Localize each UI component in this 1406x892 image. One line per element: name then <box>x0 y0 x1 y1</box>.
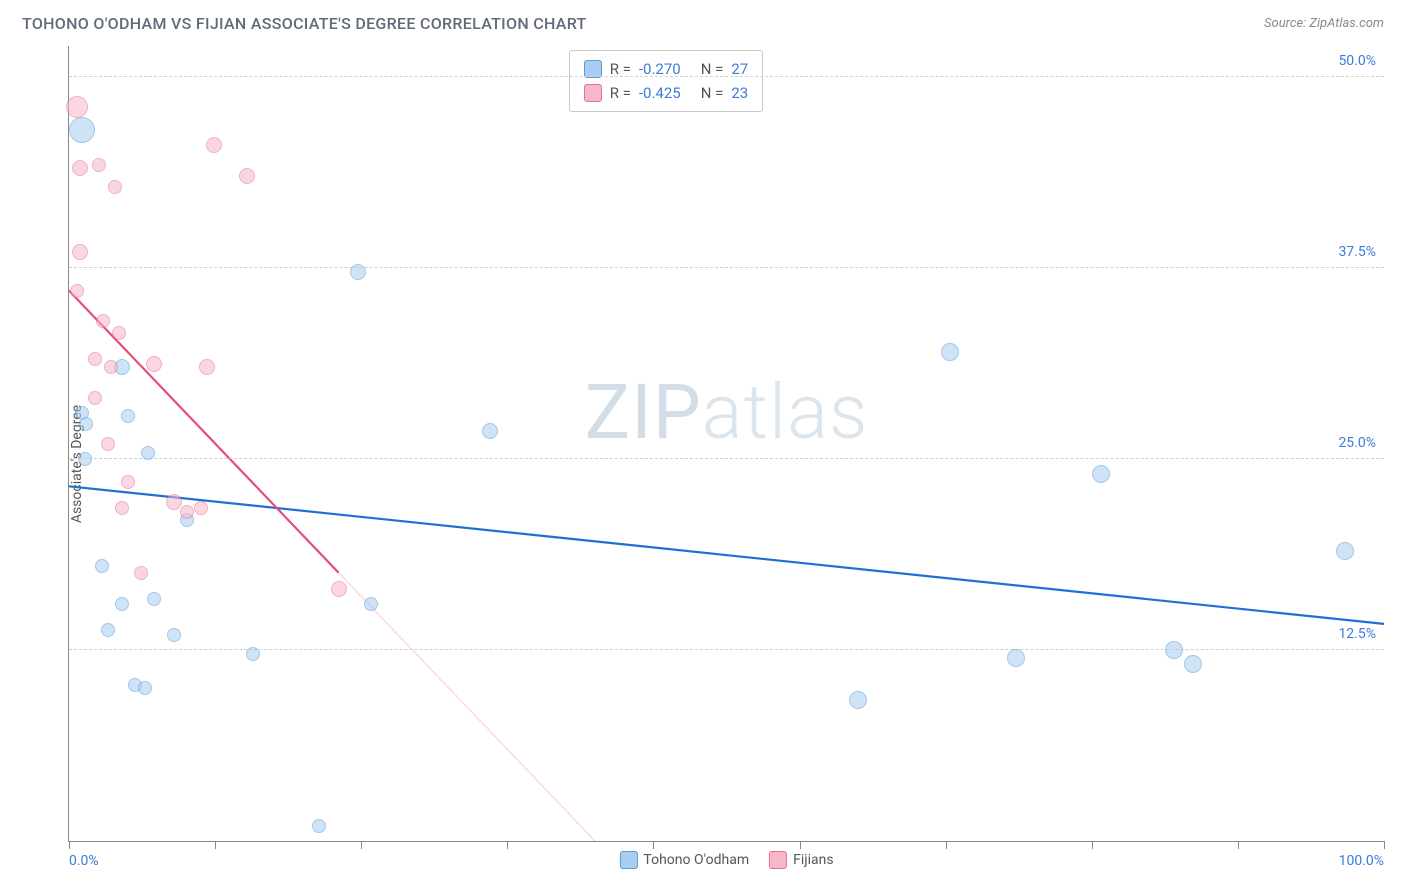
data-point <box>88 352 102 366</box>
legend-item: Tohono O'odham <box>619 851 749 869</box>
data-point <box>115 597 129 611</box>
data-point <box>79 417 93 431</box>
data-point <box>95 559 109 573</box>
data-point <box>96 314 110 328</box>
data-point <box>166 494 182 510</box>
data-point <box>69 117 95 143</box>
trend-line <box>69 291 339 573</box>
stats-row: R = -0.270N = 27 <box>584 57 749 81</box>
y-tick-label: 12.5% <box>1338 626 1376 642</box>
data-point <box>206 137 222 153</box>
data-point <box>941 343 959 361</box>
chart-area: Associate's Degree ZIPatlas R = -0.270N … <box>22 46 1384 882</box>
data-point <box>1184 655 1202 673</box>
x-tick <box>361 841 362 849</box>
watermark: ZIPatlas <box>585 367 869 457</box>
data-point <box>199 359 215 375</box>
data-point <box>239 168 255 184</box>
x-tick <box>1238 841 1239 849</box>
x-max-label: 100.0% <box>1339 853 1384 869</box>
data-point <box>312 819 326 833</box>
data-point <box>108 180 122 194</box>
stats-box: R = -0.270N = 27R = -0.425N = 23 <box>569 50 764 112</box>
data-point <box>194 501 208 515</box>
source-label: Source: ZipAtlas.com <box>1264 16 1384 31</box>
y-tick-label: 50.0% <box>1338 53 1376 69</box>
gridline <box>69 458 1384 459</box>
x-tick <box>800 841 801 849</box>
data-point <box>849 691 867 709</box>
y-tick-label: 25.0% <box>1338 435 1376 451</box>
data-point <box>115 501 129 515</box>
x-tick <box>69 841 70 849</box>
data-point <box>141 446 155 460</box>
stats-row: R = -0.425N = 23 <box>584 81 749 105</box>
data-point <box>104 360 118 374</box>
x-tick <box>1092 841 1093 849</box>
data-point <box>1165 641 1183 659</box>
x-tick <box>653 841 654 849</box>
legend-label: Fijians <box>793 852 833 868</box>
data-point <box>101 437 115 451</box>
data-point <box>66 96 88 118</box>
data-point <box>146 356 162 372</box>
data-point <box>134 566 148 580</box>
data-point <box>70 284 84 298</box>
series-swatch <box>769 851 787 869</box>
data-point <box>121 409 135 423</box>
legend: Tohono O'odham Fijians <box>619 851 833 869</box>
data-point <box>180 505 194 519</box>
chart-title: TOHONO O'ODHAM VS FIJIAN ASSOCIATE'S DEG… <box>22 14 587 33</box>
data-point <box>147 592 161 606</box>
series-swatch <box>584 84 602 102</box>
data-point <box>121 475 135 489</box>
series-swatch <box>619 851 637 869</box>
x-tick <box>1384 841 1385 849</box>
data-point <box>364 597 378 611</box>
trend-line-dashed <box>339 573 595 841</box>
data-point <box>331 581 347 597</box>
data-point <box>1092 465 1110 483</box>
data-point <box>246 647 260 661</box>
x-min-label: 0.0% <box>69 853 99 869</box>
legend-label: Tohono O'odham <box>643 852 749 868</box>
x-tick <box>215 841 216 849</box>
data-point <box>92 158 106 172</box>
legend-item: Fijians <box>769 851 833 869</box>
plot-region: ZIPatlas R = -0.270N = 27R = -0.425N = 2… <box>68 46 1384 842</box>
y-tick-label: 37.5% <box>1338 244 1376 260</box>
data-point <box>1007 649 1025 667</box>
gridline <box>69 76 1384 77</box>
data-point <box>138 681 152 695</box>
x-tick <box>946 841 947 849</box>
data-point <box>167 628 181 642</box>
gridline <box>69 649 1384 650</box>
gridline <box>69 267 1384 268</box>
data-point <box>78 452 92 466</box>
data-point <box>72 160 88 176</box>
data-point <box>101 623 115 637</box>
data-point <box>112 326 126 340</box>
data-point <box>88 391 102 405</box>
x-tick <box>507 841 508 849</box>
trend-line <box>69 486 1384 624</box>
data-point <box>72 244 88 260</box>
data-point <box>350 264 366 280</box>
data-point <box>482 423 498 439</box>
data-point <box>1336 542 1354 560</box>
